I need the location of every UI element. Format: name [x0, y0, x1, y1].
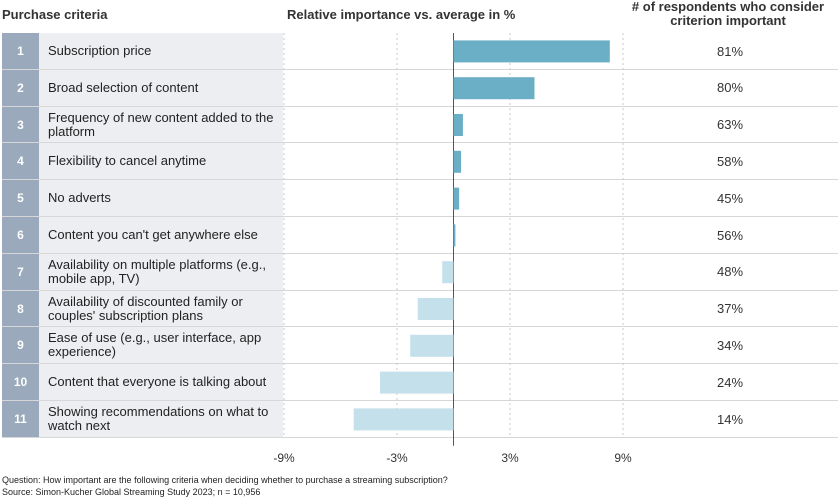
share-value: 58%: [716, 153, 744, 169]
table-row: 2 Broad selection of content 80%: [2, 69, 838, 106]
row-separator: [2, 326, 838, 328]
rank-number: 11: [2, 401, 39, 437]
rank-number: 10: [2, 364, 39, 401]
share-value: 80%: [716, 80, 744, 96]
bar: [442, 261, 454, 284]
share-value: 14%: [716, 411, 744, 427]
criterion-label: Showing recommendations on what to watch…: [39, 401, 283, 437]
bar: [453, 187, 460, 210]
share-header-line2: criterion important: [670, 13, 786, 28]
bar: [417, 298, 454, 320]
share-header-line1: # of respondents who consider: [631, 0, 825, 14]
rank-number: 8: [2, 290, 39, 327]
criterion-label: Availability on multiple platforms (e.g.…: [39, 253, 283, 290]
bar: [410, 334, 454, 357]
x-tick-label: -3%: [386, 451, 408, 465]
bar: [453, 114, 463, 136]
row-separator: [2, 400, 838, 401]
footnote-question: Question: How important are the followin…: [2, 475, 448, 485]
rank-number: 9: [2, 327, 39, 364]
bar: [380, 371, 454, 394]
x-tick-label: 3%: [501, 451, 519, 465]
criterion-label: Content that everyone is talking about: [39, 364, 283, 401]
share-header: # of respondents who consider criterion …: [617, 0, 839, 28]
share-value: 24%: [716, 374, 744, 390]
bar: [353, 408, 454, 431]
table-row: 10 Content that everyone is talking about…: [2, 364, 838, 401]
rank-number: 6: [2, 217, 39, 253]
criterion-label: Ease of use (e.g., user interface, app e…: [39, 327, 283, 364]
bar: [453, 40, 610, 63]
row-separator: [2, 216, 838, 217]
row-separator: [2, 68, 838, 70]
table-row: 1 Subscription price 81%: [2, 33, 838, 69]
criterion-label: Content you can't get anywhere else: [39, 217, 283, 253]
bar: [453, 150, 462, 173]
table-row: 7 Availability on multiple platforms (e.g…: [2, 253, 838, 290]
x-tick-label: -9%: [273, 451, 295, 465]
criterion-label: Broad selection of content: [39, 69, 283, 106]
row-separator: [2, 142, 838, 144]
criteria-header: Purchase criteria: [2, 7, 108, 22]
table-row: 3 Frequency of new content added to the p…: [2, 106, 838, 143]
row-separator: [2, 105, 838, 107]
bar: [453, 77, 535, 100]
table-row: 5 No adverts 45%: [2, 180, 838, 217]
importance-header: Relative importance vs. average in %: [287, 7, 516, 22]
rank-number: 3: [2, 106, 39, 143]
criterion-label: Flexibility to cancel anytime: [39, 143, 283, 180]
footnote-source: Source: Simon-Kucher Global Streaming St…: [2, 487, 261, 497]
rank-number: 5: [2, 180, 39, 217]
share-value: 56%: [716, 227, 744, 243]
criterion-label: Frequency of new content added to the pl…: [39, 106, 283, 143]
row-separator: [2, 179, 838, 181]
share-value: 34%: [716, 337, 744, 353]
criterion-label: No adverts: [39, 180, 283, 217]
row-separator: [2, 289, 838, 291]
share-value: 37%: [716, 301, 744, 317]
table-row: 11 Showing recommendations on what to wat…: [2, 401, 838, 437]
rank-number: 2: [2, 69, 39, 106]
table-row: 6 Content you can't get anywhere else 56%: [2, 217, 838, 253]
row-separator: [2, 363, 838, 365]
rank-number: 7: [2, 253, 39, 290]
share-value: 63%: [716, 117, 744, 133]
row-separator: [2, 436, 838, 438]
table-row: 9 Ease of use (e.g., user interface, app …: [2, 327, 838, 364]
share-value: 45%: [716, 190, 744, 206]
criterion-label: Subscription price: [39, 33, 283, 69]
criterion-label: Availability of discounted family or cou…: [39, 290, 283, 327]
table-row: 4 Flexibility to cancel anytime 58%: [2, 143, 838, 180]
share-value: 48%: [716, 264, 744, 280]
x-tick-label: 9%: [614, 451, 632, 465]
table-row: 8 Availability of discounted family or co…: [2, 290, 838, 327]
bar: [453, 224, 456, 247]
row-separator: [2, 252, 838, 254]
rank-number: 4: [2, 143, 39, 180]
share-value: 81%: [716, 43, 744, 59]
rank-number: 1: [2, 33, 39, 69]
